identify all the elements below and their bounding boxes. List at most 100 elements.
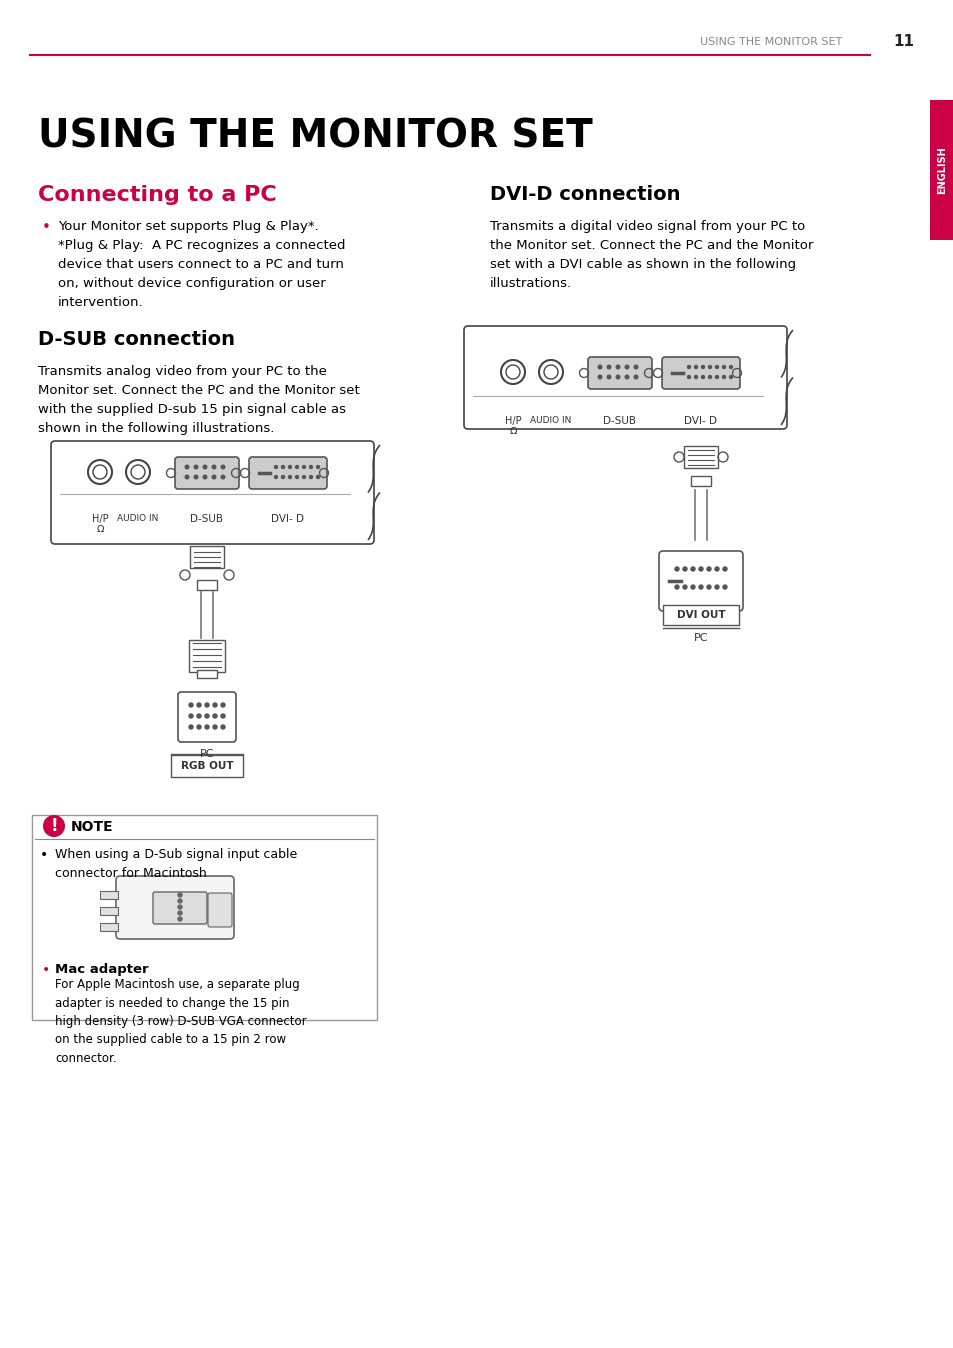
FancyBboxPatch shape [208,892,232,927]
Text: DVI OUT: DVI OUT [676,611,724,620]
Circle shape [316,476,319,479]
Text: •: • [42,220,51,235]
Text: NOTE: NOTE [71,820,113,834]
Circle shape [675,585,679,589]
Circle shape [309,476,313,479]
Circle shape [715,365,718,368]
Circle shape [606,375,610,379]
Circle shape [281,465,284,469]
Circle shape [634,375,638,379]
Text: Connecting to a PC: Connecting to a PC [38,185,276,205]
Text: Ω: Ω [96,524,104,534]
Circle shape [288,465,292,469]
Circle shape [43,816,65,837]
Circle shape [682,585,686,589]
FancyBboxPatch shape [661,357,740,390]
Circle shape [274,465,277,469]
FancyBboxPatch shape [174,457,239,489]
Text: DVI- D: DVI- D [684,417,717,426]
Circle shape [213,714,216,718]
Circle shape [221,725,225,729]
Circle shape [213,704,216,706]
Circle shape [690,585,695,589]
Circle shape [178,905,182,909]
FancyBboxPatch shape [189,640,225,673]
Text: !: ! [51,817,58,834]
Bar [100,923,118,931]
Circle shape [213,725,216,729]
Circle shape [196,714,201,718]
Circle shape [721,376,724,379]
Circle shape [274,476,277,479]
Text: •: • [40,848,49,861]
Circle shape [221,704,225,706]
FancyBboxPatch shape [196,580,216,590]
FancyBboxPatch shape [171,755,243,776]
Circle shape [699,585,702,589]
Circle shape [295,476,298,479]
Circle shape [722,585,726,589]
Text: PC: PC [199,749,214,759]
Circle shape [694,365,697,368]
Circle shape [309,465,313,469]
Circle shape [185,476,189,479]
Text: Your Monitor set supports Plug & Play*.
*Plug & Play:  A PC recognizes a connect: Your Monitor set supports Plug & Play*. … [58,220,345,309]
Circle shape [302,476,305,479]
Circle shape [178,892,182,896]
Circle shape [708,365,711,368]
Circle shape [196,725,201,729]
Circle shape [221,476,225,479]
Text: Ω: Ω [509,426,517,435]
Circle shape [178,911,182,915]
Circle shape [598,365,601,369]
Circle shape [205,714,209,718]
Circle shape [687,365,690,368]
Text: D-SUB: D-SUB [603,417,636,426]
Circle shape [194,476,197,479]
FancyBboxPatch shape [196,670,216,678]
Circle shape [715,376,718,379]
Circle shape [708,376,711,379]
Circle shape [624,365,628,369]
Text: Transmits analog video from your PC to the
Monitor set. Connect the PC and the M: Transmits analog video from your PC to t… [38,365,359,435]
Circle shape [212,476,215,479]
Circle shape [281,476,284,479]
Circle shape [714,568,719,572]
Text: PC: PC [693,634,707,643]
FancyBboxPatch shape [178,692,235,741]
Bar [100,891,118,899]
Circle shape [694,376,697,379]
Circle shape [699,568,702,572]
Circle shape [616,365,619,369]
Text: When using a D-Sub signal input cable
connector for Macintosh: When using a D-Sub signal input cable co… [55,848,297,880]
Circle shape [729,376,732,379]
Text: DVI-D connection: DVI-D connection [490,185,679,204]
Text: D-SUB connection: D-SUB connection [38,330,234,349]
Circle shape [185,465,189,469]
Circle shape [302,465,305,469]
Circle shape [729,365,732,368]
Circle shape [714,585,719,589]
Circle shape [700,376,703,379]
Circle shape [178,899,182,903]
Circle shape [634,365,638,369]
FancyBboxPatch shape [32,816,376,1020]
Text: •: • [42,962,51,977]
Circle shape [189,704,193,706]
Circle shape [598,375,601,379]
FancyBboxPatch shape [463,326,786,429]
Circle shape [295,465,298,469]
Circle shape [624,375,628,379]
Circle shape [221,465,225,469]
Circle shape [189,714,193,718]
FancyBboxPatch shape [659,551,742,611]
Circle shape [212,465,215,469]
Circle shape [700,365,703,368]
FancyBboxPatch shape [929,100,953,240]
Text: DVI- D: DVI- D [272,514,304,524]
FancyBboxPatch shape [152,892,207,923]
FancyBboxPatch shape [690,476,710,487]
Circle shape [690,568,695,572]
Text: ENGLISH: ENGLISH [936,146,946,194]
Circle shape [616,375,619,379]
